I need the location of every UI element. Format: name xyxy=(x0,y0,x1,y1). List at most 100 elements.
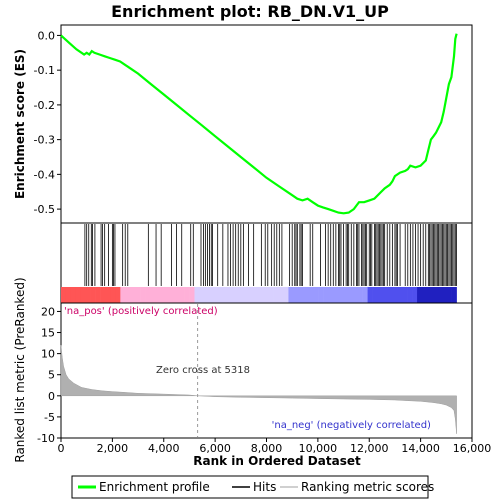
es-y-tick-label: -0.1 xyxy=(34,64,55,77)
heat-bar-segment xyxy=(135,287,140,303)
heat-bar-segment xyxy=(333,287,338,303)
heat-bar-segment xyxy=(244,287,249,303)
heat-bar-segment xyxy=(254,287,259,303)
heat-bar-segment xyxy=(91,287,96,303)
heat-bar-segment xyxy=(422,287,427,303)
legend: Enrichment profile Hits Ranking metric s… xyxy=(72,476,434,498)
heat-bar-segment xyxy=(125,287,130,303)
heat-bar-segment xyxy=(224,287,229,303)
x-tick-label: 0 xyxy=(58,442,65,455)
es-y-tick-label: -0.5 xyxy=(34,203,55,216)
heat-bar-segment xyxy=(160,287,165,303)
heat-bar-segment xyxy=(264,287,269,303)
metric-y-tick-label: 20 xyxy=(41,305,55,318)
heat-bar-segment xyxy=(442,287,447,303)
heat-bar-segment xyxy=(382,287,387,303)
heat-bar-segment xyxy=(397,287,402,303)
x-ticks: 0 2,000 4,000 6,000 8,000 10,000 12,000 14,000 1… xyxy=(58,438,492,455)
heat-bar-segment xyxy=(66,287,71,303)
heat-bar-segment xyxy=(229,287,234,303)
positive-correlation-label: 'na_pos' (positively correlated) xyxy=(64,306,218,317)
legend-enrichment-profile: Enrichment profile xyxy=(99,480,210,494)
heat-bar-segment xyxy=(120,287,125,303)
heat-bar-segment xyxy=(259,287,264,303)
es-y-tick-label: -0.2 xyxy=(34,99,55,112)
es-panel-frame xyxy=(61,25,472,223)
heat-bar-segment xyxy=(447,287,452,303)
heat-bar-segment xyxy=(293,287,298,303)
heat-bar-segment xyxy=(96,287,101,303)
heat-bar-segment xyxy=(76,287,81,303)
heat-bar-segment xyxy=(427,287,432,303)
heat-bar-segment xyxy=(71,287,76,303)
heat-bar-segment xyxy=(303,287,308,303)
heat-bar-segment xyxy=(353,287,358,303)
legend-hits: Hits xyxy=(253,480,276,494)
heat-bar-segment xyxy=(308,287,313,303)
heat-bar-segment xyxy=(284,287,289,303)
metric-y-tick-label: 5 xyxy=(48,369,55,382)
x-tick-label: 2,000 xyxy=(97,442,129,455)
metric-y-tick-label: 15 xyxy=(41,327,55,340)
heat-bar-segment xyxy=(417,287,422,303)
metric-y-tick-label: -5 xyxy=(44,411,55,424)
heat-bar-segment xyxy=(407,287,412,303)
heat-bar-segment xyxy=(358,287,363,303)
heat-bar-segment xyxy=(165,287,170,303)
heat-bar-segment xyxy=(402,287,407,303)
metric-panel-frame xyxy=(61,303,472,438)
x-tick-label: 4,000 xyxy=(148,442,180,455)
heat-bar-segment xyxy=(338,287,343,303)
metric-y-tick-label: 0 xyxy=(48,390,55,403)
metric-y-tick-label: 10 xyxy=(41,348,55,361)
heat-bar-segment xyxy=(204,287,209,303)
metric-y-tick-label: -10 xyxy=(37,432,55,445)
heat-bar-segment xyxy=(115,287,120,303)
x-axis-label: Rank in Ordered Dataset xyxy=(193,454,361,468)
heat-bar-segment xyxy=(298,287,303,303)
heat-bar-segment xyxy=(195,287,200,303)
heat-bar-segment xyxy=(101,287,106,303)
heat-bar-segment xyxy=(106,287,111,303)
heat-bar-segment xyxy=(377,287,382,303)
heat-bar-segment xyxy=(145,287,150,303)
heat-bar-segment xyxy=(318,287,323,303)
heat-bar-segment xyxy=(209,287,214,303)
heat-bar-segment xyxy=(368,287,373,303)
x-tick-label: 16,000 xyxy=(453,442,492,455)
heat-bar-segment xyxy=(170,287,175,303)
metric-y-ticks: 20 15 10 5 0 -5 -10 xyxy=(37,305,61,445)
x-tick-label: 14,000 xyxy=(401,442,440,455)
negative-correlation-label: 'na_neg' (negatively correlated) xyxy=(272,420,431,431)
heat-bar-segment xyxy=(140,287,145,303)
es-y-tick-label: -0.4 xyxy=(34,168,55,181)
heat-bar-segment xyxy=(452,287,457,303)
heat-bar-segment xyxy=(185,287,190,303)
es-y-ticks: 0.0 -0.1 -0.2 -0.3 -0.4 -0.5 xyxy=(34,29,61,216)
es-y-axis-label: Enrichment score (ES) xyxy=(13,49,27,199)
heat-bar-segment xyxy=(61,287,66,303)
heat-bar-segment xyxy=(199,287,204,303)
heat-bar-segment xyxy=(274,287,279,303)
heat-bar-segment xyxy=(437,287,442,303)
heat-bar-segment xyxy=(412,287,417,303)
heat-bar-segment xyxy=(348,287,353,303)
heat-bar-segment xyxy=(313,287,318,303)
zero-cross-label: Zero cross at 5318 xyxy=(156,365,250,376)
heat-bar-segment xyxy=(239,287,244,303)
rank-heat-bar xyxy=(61,287,457,303)
legend-ranking-metric: Ranking metric scores xyxy=(301,480,434,494)
hits-panel xyxy=(61,223,472,303)
heat-bar-segment xyxy=(288,287,293,303)
heat-bar-segment xyxy=(180,287,185,303)
heat-bar-segment xyxy=(328,287,333,303)
heat-bar-segment xyxy=(432,287,437,303)
heat-bar-segment xyxy=(323,287,328,303)
heat-bar-segment xyxy=(387,287,392,303)
metric-panel: 20 15 10 5 0 -5 -10 'na_pos' (positively corre… xyxy=(13,277,472,462)
metric-y-axis-label: Ranked list metric (PreRanked) xyxy=(13,277,27,462)
es-y-tick-label: -0.3 xyxy=(34,134,55,147)
heat-bar-segment xyxy=(175,287,180,303)
heat-bar-segment xyxy=(155,287,160,303)
